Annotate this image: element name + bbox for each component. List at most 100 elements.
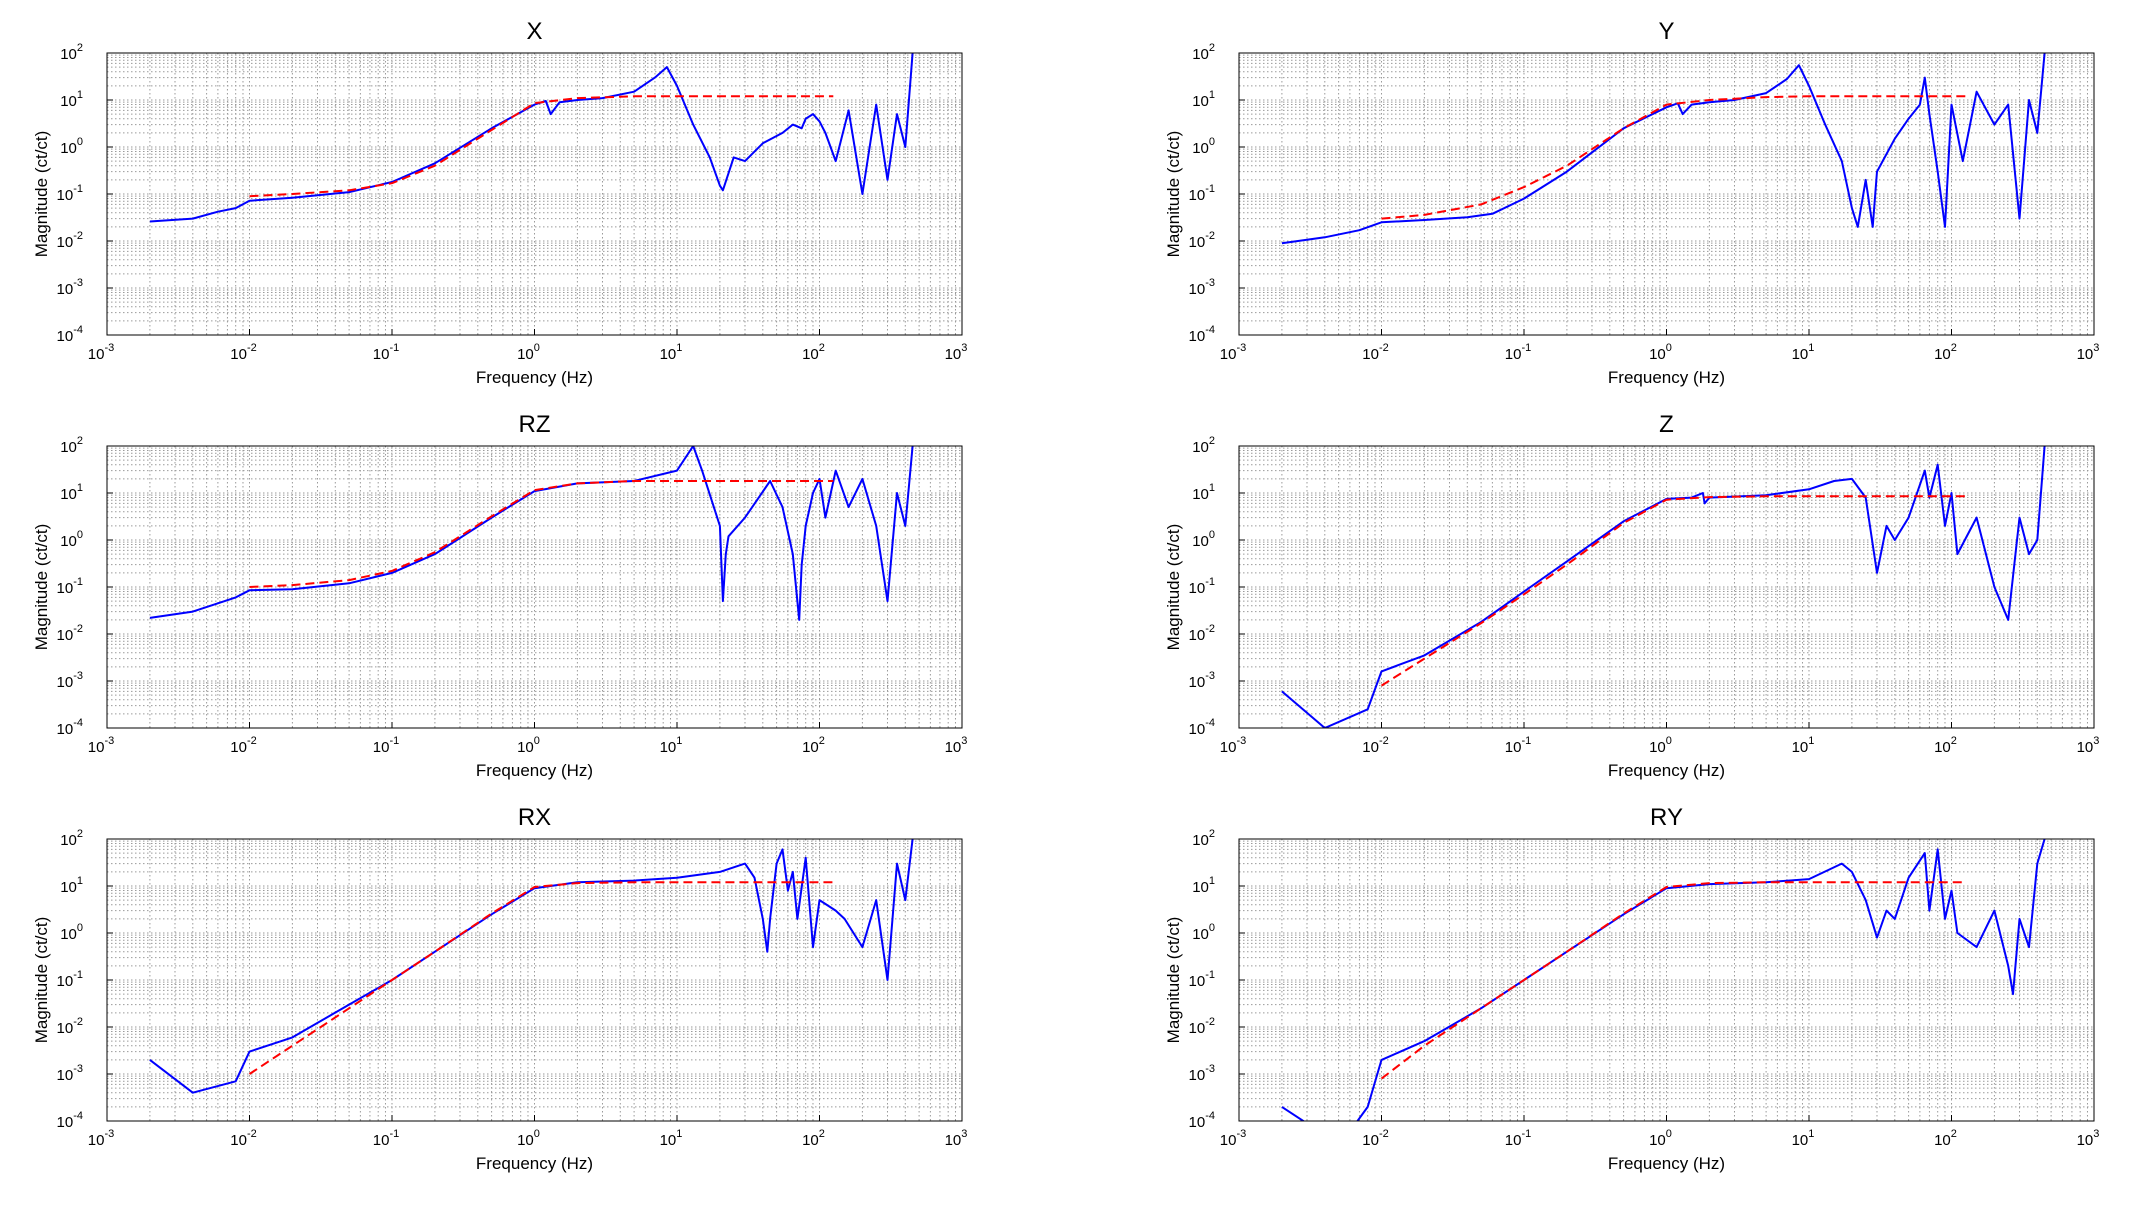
measured-response-line: [149, 839, 914, 1094]
x-tick-label: 103: [2077, 342, 2100, 363]
subplot-ry: 10-3 10-2 10-1 100 101 102 10310-410-310-210-1…: [1164, 804, 2099, 1173]
x-axis-label: Frequency (Hz): [476, 368, 593, 387]
model-fit-line: [249, 95, 834, 198]
x-tick-label: 10-2: [1362, 735, 1388, 756]
x-tick-label: 102: [1934, 1128, 1957, 1149]
x-axis-label: Frequency (Hz): [1608, 761, 1725, 780]
measured-response-line: [1281, 446, 2046, 728]
grid: [107, 839, 962, 1121]
y-tick-label: 10-2: [57, 623, 83, 644]
subplot-rx: 10-3 10-2 10-1 100 101 102 10310-410-310-210-1…: [32, 804, 967, 1173]
x-tick-label: 10-3: [1220, 1128, 1246, 1149]
y-tick-label: 100: [60, 922, 83, 943]
y-tick-label: 10-1: [1189, 969, 1215, 990]
x-axis-label: Frequency (Hz): [476, 1154, 593, 1173]
y-tick-label: 101: [1192, 482, 1215, 503]
grid: [1239, 446, 2094, 728]
x-tick-label: 10-1: [373, 735, 399, 756]
subplot-title: Y: [1658, 18, 1674, 45]
y-tick-label: 101: [1192, 89, 1215, 110]
x-tick-label: 102: [802, 342, 825, 363]
x-tick-label: 101: [1792, 735, 1815, 756]
subplot-title: RZ: [519, 411, 551, 438]
y-tick-label: 10-2: [57, 230, 83, 251]
model-fit-line: [1380, 881, 1966, 1080]
grid: [1239, 839, 2094, 1121]
subplot-z: 10-3 10-2 10-1 100 101 102 10310-410-310-210-1…: [1164, 411, 2099, 780]
subplot-rz: 10-3 10-2 10-1 100 101 102 10310-410-310-210-1…: [32, 411, 967, 780]
x-tick-label: 103: [2077, 735, 2100, 756]
y-tick-label: 100: [1192, 529, 1215, 550]
x-tick-label: 10-1: [1505, 735, 1531, 756]
y-axis-label: Magnitude (ct/ct): [32, 131, 51, 258]
x-tick-label: 102: [1934, 735, 1957, 756]
y-tick-label: 10-3: [57, 1063, 83, 1084]
x-tick-label: 100: [1649, 735, 1672, 756]
x-tick-label: 102: [1934, 342, 1957, 363]
x-tick-label: 10-3: [88, 342, 114, 363]
y-tick-label: 102: [60, 42, 83, 63]
y-tick-label: 10-4: [1189, 324, 1215, 345]
x-tick-label: 102: [802, 1128, 825, 1149]
y-tick-label: 10-1: [1189, 576, 1215, 597]
y-tick-label: 102: [60, 828, 83, 849]
y-tick-label: 10-4: [57, 324, 83, 345]
x-tick-label: 100: [517, 342, 540, 363]
x-tick-label: 100: [1649, 1128, 1672, 1149]
y-axis-label: Magnitude (ct/ct): [32, 917, 51, 1044]
x-tick-label: 10-2: [230, 735, 256, 756]
y-tick-label: 10-1: [57, 183, 83, 204]
y-tick-label: 100: [1192, 136, 1215, 157]
y-tick-label: 10-4: [57, 1110, 83, 1131]
y-tick-label: 102: [1192, 435, 1215, 456]
grid: [1239, 53, 2094, 335]
y-tick-label: 10-4: [1189, 717, 1215, 738]
y-axis-label: Magnitude (ct/ct): [32, 524, 51, 651]
y-tick-label: 101: [60, 89, 83, 110]
y-tick-label: 10-1: [57, 576, 83, 597]
y-tick-label: 10-2: [1189, 230, 1215, 251]
y-tick-label: 10-3: [1189, 670, 1215, 691]
x-axis-label: Frequency (Hz): [1608, 368, 1725, 387]
subplot-title: RY: [1650, 804, 1683, 831]
measured-response-line: [1281, 839, 2046, 1121]
x-tick-label: 10-1: [373, 342, 399, 363]
x-axis-label: Frequency (Hz): [1608, 1154, 1725, 1173]
x-tick-label: 103: [945, 735, 968, 756]
x-tick-label: 10-2: [230, 342, 256, 363]
y-tick-label: 102: [1192, 828, 1215, 849]
x-tick-label: 10-3: [1220, 735, 1246, 756]
x-tick-label: 101: [1792, 342, 1815, 363]
y-axis-label: Magnitude (ct/ct): [1164, 131, 1183, 258]
y-tick-label: 10-2: [1189, 623, 1215, 644]
x-tick-label: 10-3: [88, 1128, 114, 1149]
measured-response-line: [149, 446, 914, 621]
x-tick-label: 10-1: [1505, 1128, 1531, 1149]
x-tick-label: 101: [660, 735, 683, 756]
x-tick-label: 101: [660, 1128, 683, 1149]
x-tick-label: 103: [2077, 1128, 2100, 1149]
x-axis-label: Frequency (Hz): [476, 761, 593, 780]
y-tick-label: 10-3: [1189, 1063, 1215, 1084]
model-fit-line: [1380, 495, 1966, 687]
x-tick-label: 102: [802, 735, 825, 756]
x-tick-label: 10-2: [230, 1128, 256, 1149]
subplot-x: 10-3 10-2 10-1 100 101 102 10310-410-310-210-1…: [32, 18, 967, 387]
y-tick-label: 10-1: [1189, 183, 1215, 204]
y-tick-label: 10-3: [1189, 277, 1215, 298]
y-tick-label: 10-1: [57, 969, 83, 990]
x-tick-label: 10-1: [373, 1128, 399, 1149]
subplot-title: Z: [1659, 411, 1674, 438]
measured-response-line: [1281, 53, 2046, 245]
subplot-title: RX: [518, 804, 551, 831]
y-tick-label: 10-4: [1189, 1110, 1215, 1131]
y-tick-label: 101: [60, 482, 83, 503]
x-tick-label: 100: [517, 1128, 540, 1149]
x-tick-label: 100: [1649, 342, 1672, 363]
y-axis-label: Magnitude (ct/ct): [1164, 917, 1183, 1044]
x-tick-label: 103: [945, 342, 968, 363]
model-fit-line: [249, 480, 834, 588]
subplot-y: 10-3 10-2 10-1 100 101 102 10310-410-310-210-1…: [1164, 18, 2099, 387]
model-fit-line: [1381, 95, 1966, 220]
